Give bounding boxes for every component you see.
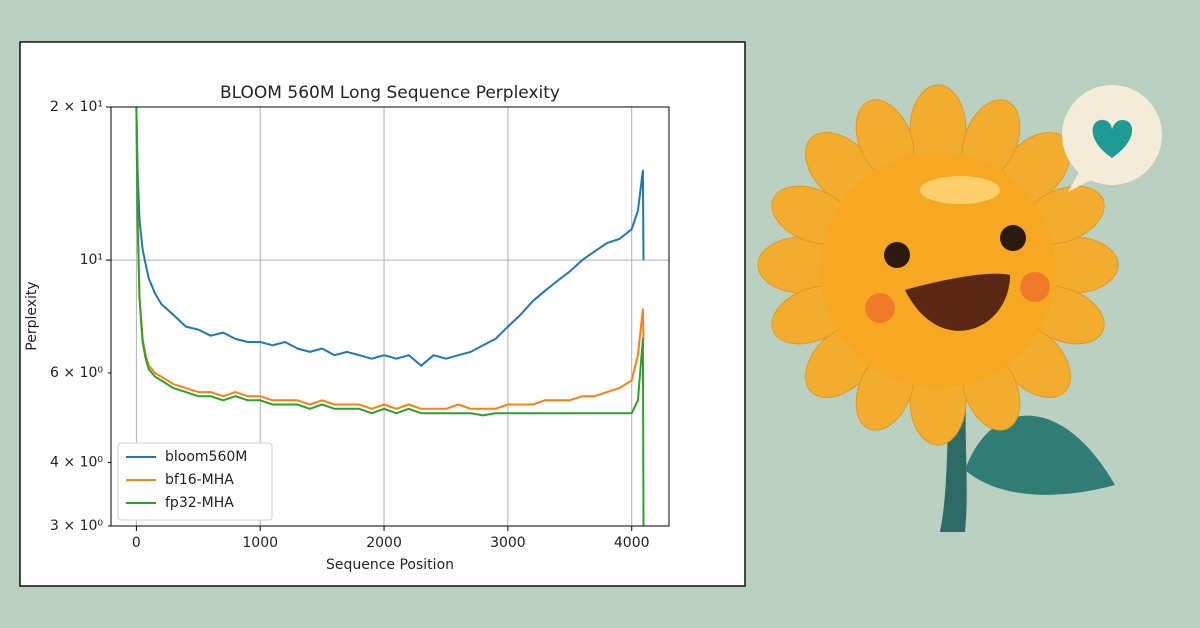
plot-lines (135, 107, 645, 526)
legend-box (117, 442, 273, 521)
legend-label: bf16-MHA (165, 472, 234, 488)
y-tick-label: 2 × 10¹ (50, 99, 103, 115)
eye (1000, 225, 1026, 251)
x-tick-label: 0 (132, 535, 141, 551)
legend-label: fp32-MHA (165, 495, 234, 511)
x-tick-label: 1000 (242, 535, 278, 551)
mouth (905, 273, 1010, 331)
cheek (865, 293, 895, 323)
speech-bubble (1062, 85, 1162, 192)
axes-frame (110, 106, 670, 527)
shine (920, 176, 1000, 204)
x-tick-label: 4000 (614, 535, 650, 551)
series-line (135, 107, 645, 410)
x-axis-label: Sequence Position (326, 557, 454, 573)
y-tick-label: 4 × 10⁰ (50, 454, 103, 470)
y-tick-label: 6 × 10⁰ (50, 365, 103, 381)
series-line (135, 107, 645, 367)
cheek (1020, 272, 1050, 302)
face (820, 152, 1056, 388)
chart-title: BLOOM 560M Long Sequence Perplexity (220, 83, 560, 103)
sunflower (757, 84, 1119, 532)
x-tick-label: 2000 (366, 535, 402, 551)
leaf (965, 415, 1115, 495)
y-axis-label: Perplexity (24, 281, 40, 350)
y-tick-label: 3 × 10⁰ (50, 518, 103, 534)
x-tick-label: 3000 (490, 535, 526, 551)
legend-label: bloom560M (165, 449, 247, 465)
series-line (135, 107, 645, 526)
eye (884, 242, 910, 268)
y-tick-label: 10¹ (80, 252, 103, 268)
